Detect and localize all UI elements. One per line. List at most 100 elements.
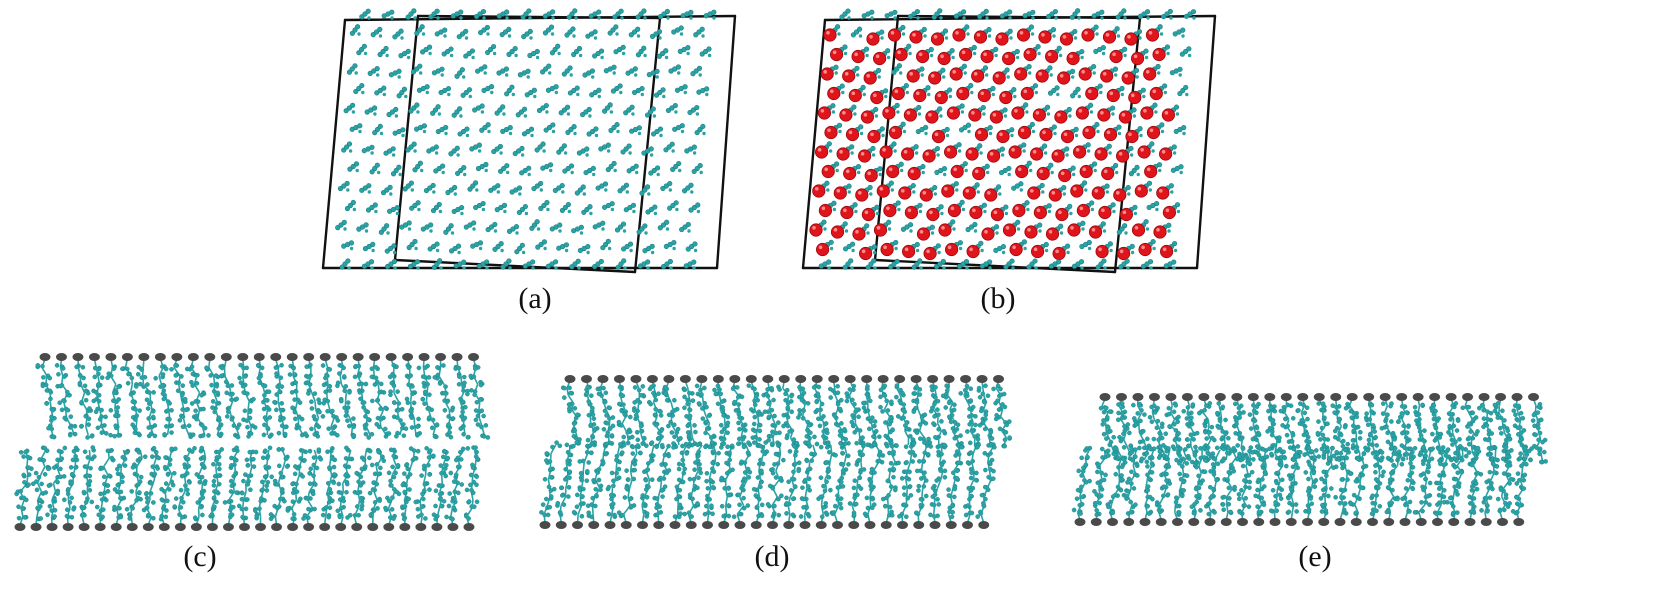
lipid-chain bbox=[783, 440, 802, 524]
molecule bbox=[430, 201, 443, 214]
head-group bbox=[435, 353, 447, 361]
molecule bbox=[381, 9, 395, 20]
oxygen-atom bbox=[886, 164, 900, 179]
bilayer-merged bbox=[1071, 393, 1548, 526]
oxygen-atom bbox=[1100, 69, 1114, 83]
oxygen-highlight bbox=[883, 245, 887, 250]
oxygen-highlight bbox=[1145, 70, 1150, 74]
caption-c: (c) bbox=[183, 540, 217, 573]
head-group bbox=[1155, 518, 1167, 526]
molecule bbox=[667, 200, 679, 212]
oxygen-highlight bbox=[1051, 191, 1056, 195]
molecule bbox=[635, 8, 647, 20]
molecule bbox=[649, 29, 663, 40]
head-group bbox=[894, 375, 906, 383]
molecule bbox=[347, 161, 360, 173]
molecule bbox=[642, 243, 655, 255]
lipid-chain bbox=[730, 380, 748, 447]
oxygen-highlight bbox=[922, 191, 927, 195]
lipid-chain bbox=[192, 445, 208, 526]
oxygen-highlight bbox=[1041, 33, 1045, 37]
head-group bbox=[913, 521, 925, 529]
head-group bbox=[1107, 518, 1118, 526]
molecule bbox=[683, 259, 697, 270]
oxygen-atom bbox=[966, 244, 980, 259]
molecule bbox=[888, 200, 901, 212]
molecule bbox=[405, 141, 417, 153]
head-group bbox=[303, 523, 315, 531]
molecule bbox=[341, 141, 353, 153]
oxygen-highlight bbox=[832, 50, 837, 55]
oxygen-highlight bbox=[1059, 74, 1064, 78]
molecule bbox=[699, 46, 712, 58]
head-group bbox=[943, 375, 955, 383]
oxygen-atom bbox=[1039, 127, 1053, 142]
molecule bbox=[506, 224, 520, 235]
lipid-chain bbox=[844, 380, 866, 446]
oxygen-highlight bbox=[993, 210, 998, 215]
crystal-box-a bbox=[321, 8, 737, 274]
oxygen-atom bbox=[956, 86, 970, 101]
molecule bbox=[344, 199, 357, 212]
head-group bbox=[702, 521, 713, 529]
oxygen-highlight bbox=[821, 206, 826, 211]
oxygen-highlight bbox=[882, 148, 886, 152]
molecule bbox=[453, 259, 467, 270]
molecule bbox=[476, 259, 490, 270]
oxygen-atom bbox=[1082, 125, 1096, 140]
lipid-chain bbox=[468, 358, 491, 440]
lipid-chain bbox=[712, 380, 731, 450]
head-group bbox=[864, 521, 876, 529]
lipid-chain bbox=[1467, 445, 1484, 521]
molecule bbox=[364, 105, 378, 116]
lipid-chain bbox=[285, 447, 308, 526]
head-group bbox=[1350, 518, 1362, 526]
head-group bbox=[238, 523, 250, 531]
oxygen-highlight bbox=[1033, 247, 1038, 252]
molecule bbox=[842, 258, 854, 270]
oxygen-atom bbox=[923, 246, 937, 261]
head-group bbox=[1445, 393, 1457, 401]
head-group bbox=[352, 353, 364, 361]
molecule bbox=[412, 160, 424, 173]
oxygen-atom bbox=[1072, 145, 1087, 159]
head-group bbox=[1318, 518, 1330, 526]
oxygen-highlight bbox=[894, 89, 899, 94]
oxygen-highlight bbox=[812, 226, 816, 230]
lipid-chain bbox=[94, 447, 116, 526]
molecule bbox=[377, 45, 389, 58]
oxygen-highlight bbox=[1002, 93, 1006, 98]
head-group bbox=[1280, 393, 1292, 401]
lipid-chain bbox=[897, 440, 918, 524]
head-group bbox=[828, 375, 840, 383]
oxygen-highlight bbox=[1030, 189, 1034, 193]
oxygen-atom bbox=[866, 32, 880, 46]
lipid-chain bbox=[369, 358, 392, 439]
oxygen-highlight bbox=[1023, 89, 1028, 94]
molecule bbox=[610, 83, 623, 95]
lipid-chain bbox=[352, 358, 375, 440]
molecule bbox=[907, 8, 921, 20]
head-group bbox=[815, 521, 827, 529]
lipid-chain bbox=[253, 445, 274, 526]
head-group bbox=[1528, 393, 1540, 401]
lipid-chain bbox=[1369, 448, 1386, 521]
head-group bbox=[105, 353, 117, 361]
lipid-chain bbox=[946, 442, 964, 524]
oxygen-highlight bbox=[971, 111, 975, 115]
oxygen-atom bbox=[990, 207, 1004, 222]
molecule bbox=[579, 106, 592, 118]
oxygen-atom bbox=[950, 164, 964, 179]
oxygen-atom bbox=[944, 145, 958, 159]
lipid-chain bbox=[682, 441, 708, 524]
oxygen-highlight bbox=[1004, 54, 1009, 59]
oxygen-highlight bbox=[930, 74, 935, 78]
molecule bbox=[562, 163, 575, 175]
oxygen-highlight bbox=[1026, 50, 1030, 55]
lipid-chain bbox=[54, 358, 78, 438]
lipid-chain bbox=[237, 358, 258, 439]
lipid-chain bbox=[1510, 446, 1534, 521]
head-group bbox=[287, 523, 299, 531]
lipid-chain bbox=[413, 445, 436, 526]
panel-a bbox=[315, 0, 755, 290]
